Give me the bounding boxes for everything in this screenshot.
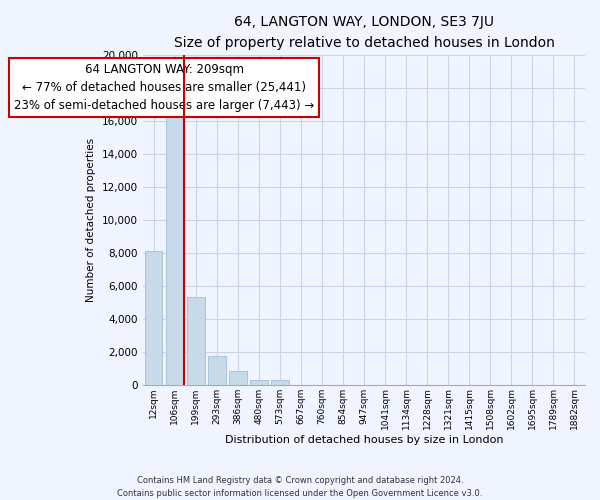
Bar xyxy=(229,372,247,384)
Text: Contains HM Land Registry data © Crown copyright and database right 2024.
Contai: Contains HM Land Registry data © Crown c… xyxy=(118,476,482,498)
Y-axis label: Number of detached properties: Number of detached properties xyxy=(86,138,97,302)
Bar xyxy=(166,111,184,384)
Text: 64 LANGTON WAY: 209sqm
← 77% of detached houses are smaller (25,441)
23% of semi: 64 LANGTON WAY: 209sqm ← 77% of detached… xyxy=(14,63,314,112)
Bar xyxy=(250,380,268,384)
Bar xyxy=(187,297,205,384)
Bar xyxy=(145,251,163,384)
X-axis label: Distribution of detached houses by size in London: Distribution of detached houses by size … xyxy=(225,435,503,445)
Title: 64, LANGTON WAY, LONDON, SE3 7JU
Size of property relative to detached houses in: 64, LANGTON WAY, LONDON, SE3 7JU Size of… xyxy=(173,15,554,50)
Bar xyxy=(271,380,289,384)
Bar xyxy=(208,356,226,384)
